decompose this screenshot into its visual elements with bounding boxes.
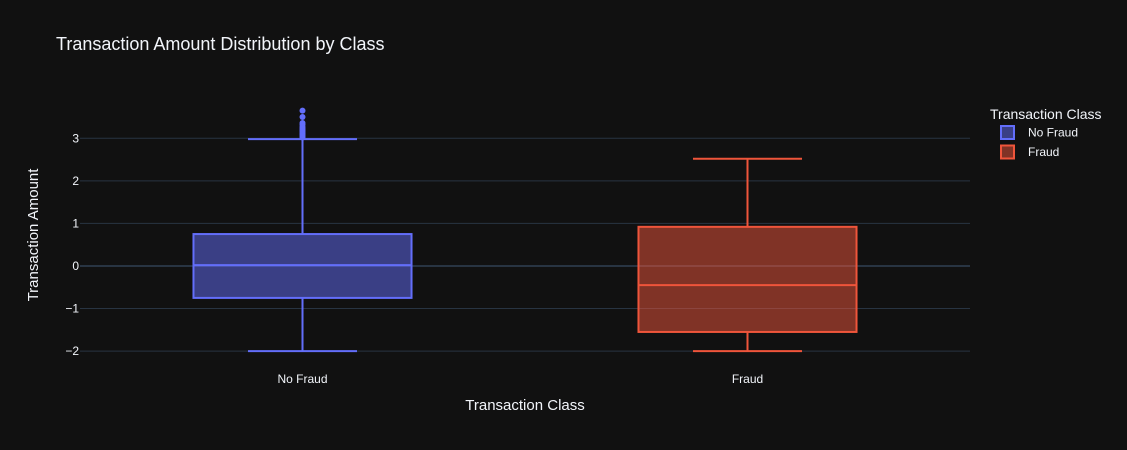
y-tick-label: 1: [72, 216, 79, 230]
y-axis-ticks: −2 −1 0 1 2 3: [65, 131, 79, 358]
y-tick-label: 2: [72, 174, 79, 188]
x-tick-label: Fraud: [732, 372, 763, 386]
legend-label: Fraud: [1028, 145, 1059, 159]
legend-item-fraud[interactable]: Fraud: [1000, 144, 1059, 160]
x-tick-label: No Fraud: [277, 372, 327, 386]
y-tick-label: −2: [65, 344, 79, 358]
x-axis-title: Transaction Class: [465, 397, 585, 414]
outlier-point[interactable]: [299, 119, 306, 126]
box-no-fraud[interactable]: [192, 107, 413, 353]
legend-item-no-fraud[interactable]: No Fraud: [1000, 125, 1078, 140]
legend-title: Transaction Class: [990, 106, 1102, 122]
y-tick-label: −1: [65, 302, 79, 316]
chart-title: Transaction Amount Distribution by Class: [56, 34, 384, 54]
y-axis-title: Transaction Amount: [25, 168, 42, 302]
iqr-box[interactable]: [637, 225, 858, 333]
outlier-point[interactable]: [299, 114, 306, 121]
legend[interactable]: Transaction Class No Fraud Fraud: [990, 106, 1102, 160]
box-traces[interactable]: [192, 107, 858, 353]
legend-label: No Fraud: [1028, 126, 1078, 140]
box-fraud[interactable]: [637, 157, 858, 353]
legend-swatch: [1000, 144, 1015, 160]
outlier-point[interactable]: [299, 107, 306, 114]
legend-swatch: [1000, 125, 1015, 140]
y-tick-label: 3: [72, 131, 79, 145]
x-axis-ticks: No Fraud Fraud: [277, 372, 763, 386]
y-tick-label: 0: [72, 259, 79, 273]
